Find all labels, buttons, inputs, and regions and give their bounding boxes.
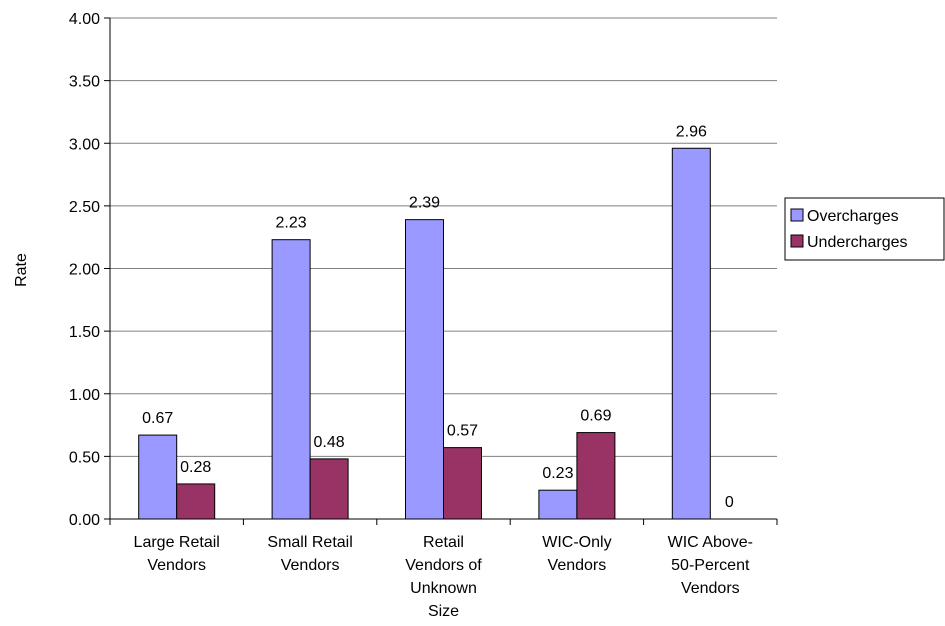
bar-overcharges [138, 434, 178, 520]
data-label: 0.48 [314, 434, 345, 451]
bars [138, 147, 711, 520]
bar-undercharges [443, 447, 482, 520]
bar-undercharges [176, 483, 216, 520]
y-tick-label: 1.00 [69, 387, 100, 404]
data-label: 0 [725, 494, 734, 511]
x-tick-label: WIC Above-50-Percent Vendors [668, 534, 753, 597]
legend: Overcharges Undercharges [784, 197, 945, 261]
x-tick-label: WIC-Only Vendors [542, 534, 611, 574]
y-tick-label: 2.50 [69, 199, 100, 216]
bar-overcharges [271, 239, 311, 520]
axes [104, 17, 778, 525]
legend-swatch [790, 208, 804, 222]
data-label: 2.39 [409, 195, 440, 212]
y-tick-label: 4.00 [69, 11, 100, 28]
bar-overcharges [538, 489, 578, 520]
data-label: 2.23 [276, 215, 307, 232]
legend-box [784, 197, 945, 261]
bar-undercharges [576, 432, 616, 520]
y-tick-label: 0.50 [69, 449, 100, 466]
data-label: 0.69 [580, 408, 611, 425]
y-axis-title: Rate [13, 253, 30, 287]
legend-label: Overcharges [807, 208, 899, 225]
legend-swatch [790, 234, 804, 248]
data-label: 0.28 [180, 459, 211, 476]
data-label: 0.57 [447, 423, 478, 440]
bar-overcharges [405, 219, 444, 520]
bar-overcharges [671, 147, 711, 520]
y-tick-label: 2.00 [69, 262, 100, 279]
y-tick-label: 3.50 [69, 74, 100, 91]
y-tick-label: 3.00 [69, 136, 100, 153]
data-label: 2.96 [676, 123, 707, 140]
data-label: 0.23 [542, 465, 573, 482]
x-tick-label: Large Retail Vendors [134, 534, 220, 574]
x-tick-label: Retail Vendors of Unknown Size [405, 534, 482, 620]
bar-undercharges [309, 458, 349, 520]
legend-label: Undercharges [807, 234, 908, 251]
y-tick-label: 0.00 [69, 512, 100, 529]
labels: 0.00 0.50 1.00 1.50 2.00 2.50 3.00 3.50 4.00 0.67… [69, 11, 753, 620]
data-label: 0.67 [142, 410, 173, 427]
x-tick-label: Small Retail Vendors [267, 534, 352, 574]
y-tick-label: 1.50 [69, 324, 100, 341]
